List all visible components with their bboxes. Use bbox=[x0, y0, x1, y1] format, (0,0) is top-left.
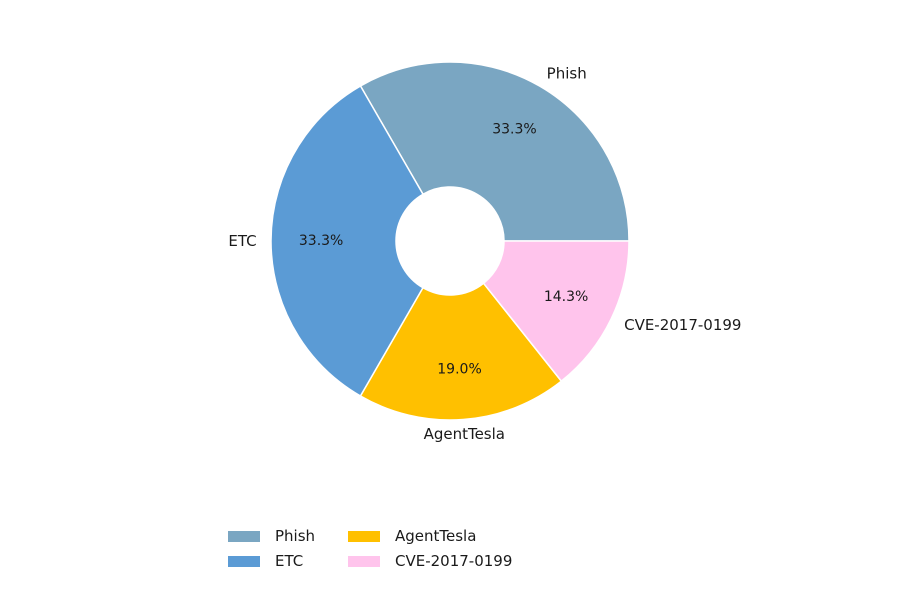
slice-label-phish: Phish bbox=[547, 65, 587, 83]
legend-label-phish: Phish bbox=[275, 527, 315, 545]
slice-label-cve-2017-0199: CVE-2017-0199 bbox=[624, 316, 741, 334]
slice-cve-2017-0199 bbox=[482, 240, 630, 383]
labels-layer: Phish 33.3% ETC 33.3% AgentTesla 19.0% CVE-201… bbox=[228, 65, 741, 443]
legend-label-cve-2017-0199: CVE-2017-0199 bbox=[395, 552, 512, 570]
percent-label-etc: 33.3% bbox=[299, 233, 343, 249]
legend-swatch-agenttesla bbox=[348, 531, 380, 542]
percent-label-phish: 33.3% bbox=[492, 121, 536, 137]
slice-etc bbox=[270, 84, 425, 398]
legend-item-phish: Phish bbox=[228, 527, 315, 545]
legend: Phish ETC AgentTesla CVE-2017-0199 bbox=[228, 527, 512, 570]
slices-layer bbox=[270, 61, 630, 421]
legend-swatch-etc bbox=[228, 556, 260, 567]
legend-item-etc: ETC bbox=[228, 552, 303, 570]
legend-item-agenttesla: AgentTesla bbox=[348, 527, 476, 545]
legend-item-cve-2017-0199: CVE-2017-0199 bbox=[348, 552, 512, 570]
percent-label-cve-2017-0199: 14.3% bbox=[544, 289, 588, 305]
legend-label-agenttesla: AgentTesla bbox=[395, 527, 476, 545]
legend-swatch-phish bbox=[228, 531, 260, 542]
slice-phish bbox=[359, 61, 630, 242]
legend-label-etc: ETC bbox=[275, 552, 303, 570]
slice-label-agenttesla: AgentTesla bbox=[424, 425, 505, 443]
legend-swatch-cve-2017-0199 bbox=[348, 556, 380, 567]
slice-agenttesla bbox=[359, 282, 563, 421]
slice-label-etc: ETC bbox=[228, 232, 256, 250]
percent-label-agenttesla: 19.0% bbox=[437, 362, 481, 378]
